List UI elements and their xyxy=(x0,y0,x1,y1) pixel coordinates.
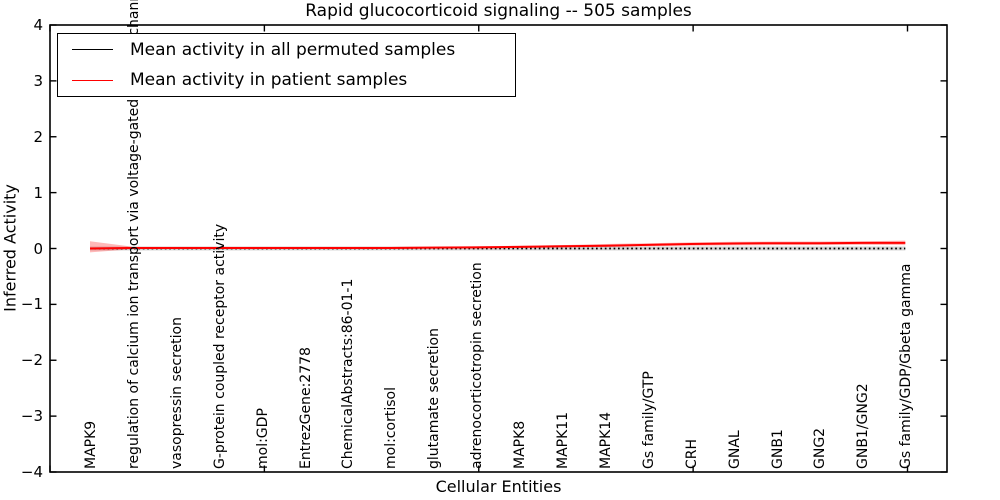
x-axis-category-label: Gs family/GDP/Gbeta gamma xyxy=(898,263,915,470)
y-tick-label: 1 xyxy=(33,183,43,202)
x-axis-category-label: mol:GDP xyxy=(254,408,271,469)
x-axis-category-label: GNB1/GNG2 xyxy=(855,383,872,469)
x-axis-category-label: vasopressin secretion xyxy=(168,317,185,469)
legend-entry-permuted: Mean activity in all permuted samples xyxy=(58,35,515,64)
x-axis-category-label: mol:cortisol xyxy=(383,387,400,469)
x-axis-label: Cellular Entities xyxy=(435,477,562,496)
chart-title: Rapid glucocorticoid signaling -- 505 sa… xyxy=(305,1,692,21)
legend: Mean activity in all permuted samples Me… xyxy=(57,33,516,97)
y-tick-label: −3 xyxy=(20,407,43,426)
x-axis-category-label: MAPK8 xyxy=(512,420,529,469)
x-axis-category-label: GNG2 xyxy=(812,427,829,469)
y-tick-label: 4 xyxy=(33,16,43,34)
x-axis-category-label: MAPK11 xyxy=(555,411,572,469)
x-axis-category-label: G-protein coupled receptor activity xyxy=(211,223,228,469)
y-tick-label: −2 xyxy=(20,351,43,370)
legend-line-sample-black xyxy=(72,49,113,51)
legend-label-permuted: Mean activity in all permuted samples xyxy=(130,39,456,60)
x-axis-category-label: GNB1 xyxy=(769,429,786,469)
x-axis-category-label: Gs family/GTP xyxy=(640,371,657,469)
x-axis-category-label: glutamate secretion xyxy=(426,328,443,469)
x-axis-category-label: adrenocorticotropin secretion xyxy=(469,262,486,469)
x-axis-category-label: EntrezGene:2778 xyxy=(297,347,314,469)
x-axis-category-label: GNAL xyxy=(726,430,743,469)
x-axis-category-label: MAPK9 xyxy=(83,420,99,469)
x-axis-category-label: MAPK14 xyxy=(597,411,614,469)
x-axis-category-label: ChemicalAbstracts:86-01-1 xyxy=(340,278,357,469)
y-tick-label: 3 xyxy=(33,71,43,90)
legend-label-patient: Mean activity in patient samples xyxy=(130,70,408,91)
y-tick-label: 2 xyxy=(33,127,43,146)
y-tick-label: 0 xyxy=(33,239,43,258)
x-axis-category-label: CRH xyxy=(683,438,700,469)
y-tick-label: −1 xyxy=(20,295,43,314)
legend-line-sample-red xyxy=(72,79,113,81)
y-tick-label: −4 xyxy=(20,463,43,481)
legend-entry-patient: Mean activity in patient samples xyxy=(58,66,515,95)
